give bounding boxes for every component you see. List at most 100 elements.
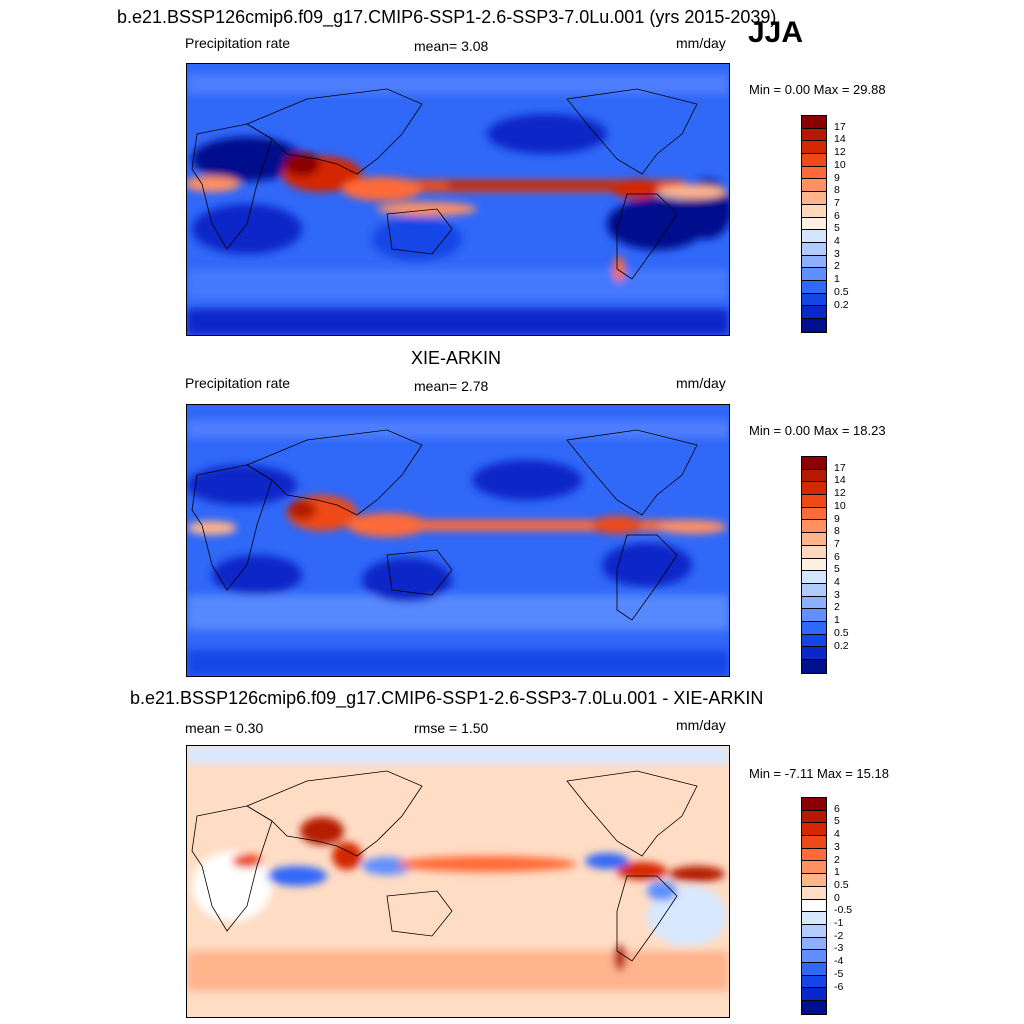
panel3-tibet-wet <box>300 817 344 845</box>
colorbar-tick-label: 0.2 <box>834 298 849 311</box>
panel1-minmax: Min = 0.00 Max = 29.88 <box>749 82 886 97</box>
colorbar-segment <box>802 268 826 281</box>
panel3-south-atlantic <box>647 886 727 946</box>
colorbar-tick-label: 3 <box>834 840 840 853</box>
colorbar-segment <box>802 280 826 294</box>
colorbar-tick-label: 17 <box>834 461 846 474</box>
panel1-itcz-core <box>447 182 647 189</box>
colorbar-segment <box>802 848 826 862</box>
colorbar-segment <box>802 230 826 243</box>
colorbar-tick-label: 7 <box>834 537 840 550</box>
colorbar-segment <box>802 861 826 875</box>
panel1-africa-itcz <box>187 176 240 192</box>
colorbar-segment <box>802 469 826 483</box>
colorbar-tick-label: 0.5 <box>834 626 849 639</box>
colorbar-tick-label: 1 <box>834 614 840 627</box>
panel1-dry-north-pacific <box>487 114 607 154</box>
panel3-africa-neutral <box>192 851 272 921</box>
colorbar-tick-label: -4 <box>834 955 844 968</box>
panel1-antarctic <box>187 309 729 335</box>
colorbar-tick-label: -3 <box>834 942 844 955</box>
colorbar-tick-label: -1 <box>834 917 844 929</box>
colorbar-segment <box>802 1001 826 1014</box>
colorbar-segment <box>802 482 826 496</box>
panel1-map <box>186 63 730 336</box>
colorbar-tick-label: 6 <box>834 209 840 222</box>
colorbar-segment <box>802 634 826 648</box>
panel2-africa-itcz <box>187 521 237 535</box>
panel3-map <box>186 745 730 1018</box>
colorbar-segment <box>802 924 826 938</box>
panel1-coast-south-america <box>616 193 678 280</box>
panel3-pacific-itcz-wet <box>397 856 577 872</box>
colorbar-tick-label: -2 <box>834 929 844 942</box>
panel3-mean: mean = 0.30 <box>185 720 264 736</box>
panel1-coast-eurasia <box>246 88 423 175</box>
panel2-dry-sahara <box>187 465 297 505</box>
colorbar-segment <box>802 621 826 635</box>
panel3-atlantic-itcz-wet <box>669 866 725 882</box>
panel3-west-africa-wet <box>232 854 262 868</box>
colorbar-tick-label: 14 <box>834 133 846 146</box>
panel1-left-label: Precipitation rate <box>185 35 291 51</box>
colorbar-segment <box>802 192 826 205</box>
panel1-south-band <box>187 269 729 299</box>
colorbar-tick-label: 2 <box>834 260 840 273</box>
panel2-south-band <box>187 595 729 630</box>
panel3-south-china-wet <box>332 842 362 870</box>
colorbar-segment <box>802 810 826 824</box>
panel1-central-america <box>612 179 662 199</box>
panel3-coast-eurasia <box>246 770 423 857</box>
panel2-field-background <box>187 405 729 676</box>
colorbar-segment <box>802 886 826 900</box>
colorbar-tick-label: 3 <box>834 588 840 601</box>
colorbar-segment <box>802 242 826 256</box>
colorbar-segment <box>802 457 826 470</box>
panel3-coast-south-america <box>616 875 678 962</box>
panel1-atlantic-itcz <box>657 185 727 199</box>
colorbar-segment <box>802 583 826 597</box>
panel1-units: mm/day <box>676 35 726 51</box>
colorbar-segment <box>802 660 826 673</box>
colorbar-segment <box>802 798 826 811</box>
panel3-coast-north-america <box>566 770 698 857</box>
panel3-antarctic-band <box>187 994 729 1017</box>
colorbar-tick-label: 0.2 <box>834 639 849 652</box>
panel3-coast-australia <box>386 890 453 937</box>
colorbar-segment <box>802 507 826 521</box>
colorbar-segment <box>802 647 826 660</box>
colorbar-tick-label: 9 <box>834 512 840 525</box>
panel1-mean: mean= 3.08 <box>414 38 489 54</box>
panel3-colorbar <box>801 797 827 1015</box>
colorbar-tick-label: 3 <box>834 247 840 260</box>
colorbar-segment <box>802 293 826 307</box>
panel3-maritime-dry <box>362 857 412 875</box>
colorbar-tick-label: 1 <box>834 273 840 286</box>
panel2-atlantic-itcz <box>657 520 727 534</box>
panel3-amazon-wet <box>617 862 667 880</box>
season-label: JJA <box>748 16 804 49</box>
panel2-dry-southeast-pacific <box>602 543 692 587</box>
panel1-dry-australia <box>372 217 462 261</box>
colorbar-segment <box>802 116 826 129</box>
colorbar-segment <box>802 609 826 622</box>
colorbar-tick-label: 6 <box>834 802 840 815</box>
colorbar-tick-label: 7 <box>834 196 840 209</box>
colorbar-tick-label: -0.5 <box>834 904 853 917</box>
colorbar-segment <box>802 179 826 193</box>
colorbar-segment <box>802 975 826 989</box>
panel2-india <box>288 500 316 520</box>
colorbar-segment <box>802 988 826 1001</box>
colorbar-segment <box>802 937 826 951</box>
panel2-mean: mean= 2.78 <box>414 378 489 394</box>
colorbar-segment <box>802 520 826 534</box>
colorbar-tick-label: 5 <box>834 563 840 576</box>
colorbar-segment <box>802 899 826 913</box>
colorbar-tick-label: 8 <box>834 525 840 538</box>
panel1-dry-africa-north <box>192 137 302 181</box>
panel1-north-storm-track <box>187 74 729 94</box>
panel2-antarctic <box>187 650 729 676</box>
panel3-indian-ocean-dry <box>267 866 327 886</box>
panel1-title: b.e21.BSSP126cmip6.f09_g17.CMIP6-SSP1-2.… <box>117 7 777 27</box>
colorbar-segment <box>802 912 826 925</box>
